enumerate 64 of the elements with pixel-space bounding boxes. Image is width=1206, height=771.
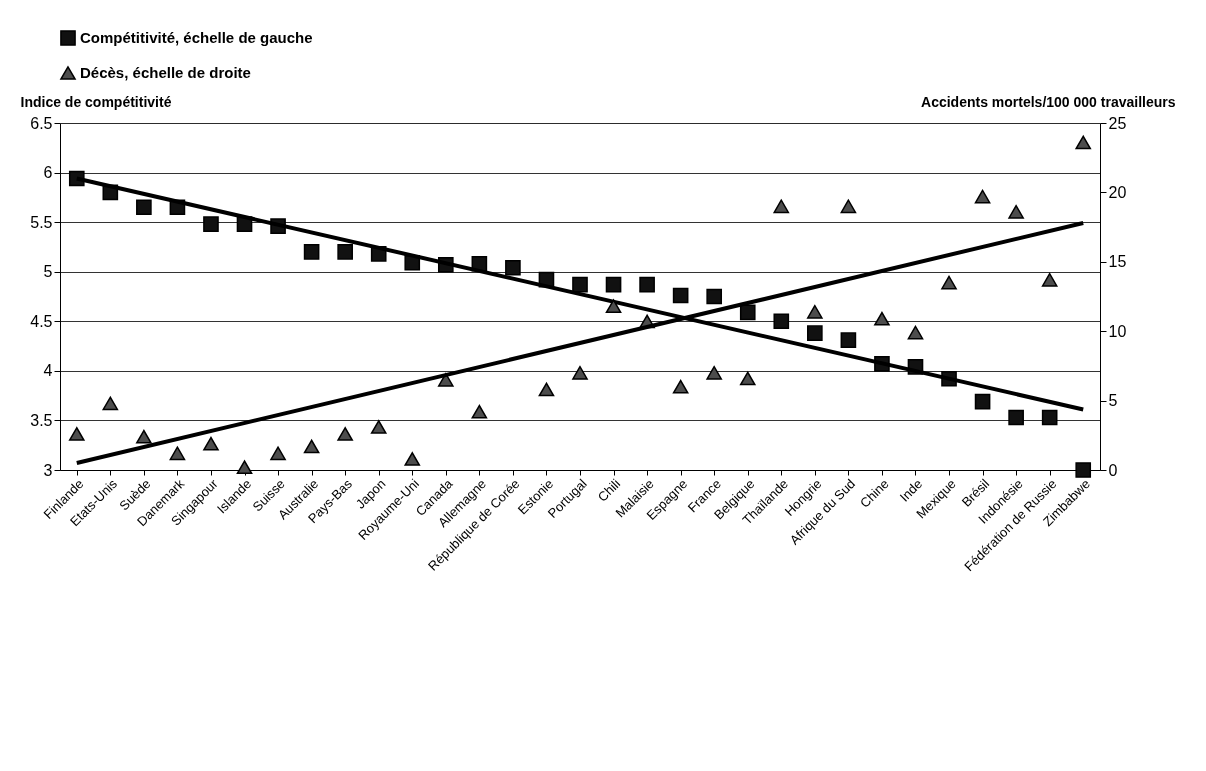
point (672, 287, 689, 304)
point (538, 382, 555, 397)
y-tick-label: 3 (43, 461, 53, 479)
y2-tick-label: 20 (1108, 183, 1127, 201)
point (102, 396, 119, 411)
point (840, 332, 857, 348)
y2-tick-label: 15 (1108, 253, 1127, 271)
point (303, 244, 320, 260)
y-tick-label: 5.5 (30, 213, 53, 231)
point (605, 299, 622, 314)
y-axis-title: Indice de compétitivité (20, 93, 172, 110)
point (807, 304, 823, 319)
y2-tick-label: 0 (1108, 461, 1118, 479)
point (974, 189, 991, 204)
y-tick-label: 3.5 (30, 411, 53, 429)
point (203, 216, 219, 232)
point (807, 325, 823, 341)
y2-tick-label: 5 (1108, 392, 1118, 410)
point (337, 244, 353, 260)
y-tick-label: 4 (43, 362, 53, 380)
point (706, 288, 723, 305)
point (739, 371, 756, 386)
point (739, 304, 756, 321)
point (1075, 135, 1092, 150)
point (169, 446, 186, 461)
point (203, 436, 219, 451)
y-tick-label: 6.5 (30, 114, 53, 132)
point (706, 365, 723, 380)
point (605, 276, 622, 293)
point (773, 313, 790, 330)
y-tick-label: 4.5 (30, 312, 53, 330)
point (840, 199, 857, 214)
y2-tick-label: 10 (1108, 322, 1127, 340)
point (236, 460, 253, 475)
point (136, 429, 152, 444)
point (471, 404, 488, 419)
point (1008, 409, 1024, 426)
point (1041, 272, 1058, 287)
point (773, 199, 790, 214)
point (1075, 462, 1092, 478)
point (974, 393, 991, 410)
point (874, 311, 890, 326)
point (1041, 409, 1058, 426)
point (404, 452, 421, 466)
point (672, 379, 689, 394)
point (941, 275, 957, 290)
point (303, 439, 320, 454)
point (337, 427, 353, 441)
point (505, 259, 521, 276)
point (572, 276, 588, 293)
point (907, 325, 924, 340)
legend-label: Décès, échelle de droite (80, 64, 251, 81)
y2-tick-label: 25 (1108, 114, 1127, 132)
y-tick-label: 6 (43, 164, 53, 182)
y-tick-label: 5 (43, 263, 53, 281)
point (639, 276, 655, 293)
y2-axis-title: Accidents mortels/100 000 travailleurs (921, 93, 1176, 110)
legend-label: Compétitivité, échelle de gauche (80, 29, 313, 46)
point (572, 365, 588, 380)
point (370, 420, 387, 434)
point (136, 199, 152, 216)
point (1008, 204, 1024, 219)
point (270, 446, 286, 461)
point (68, 427, 85, 441)
